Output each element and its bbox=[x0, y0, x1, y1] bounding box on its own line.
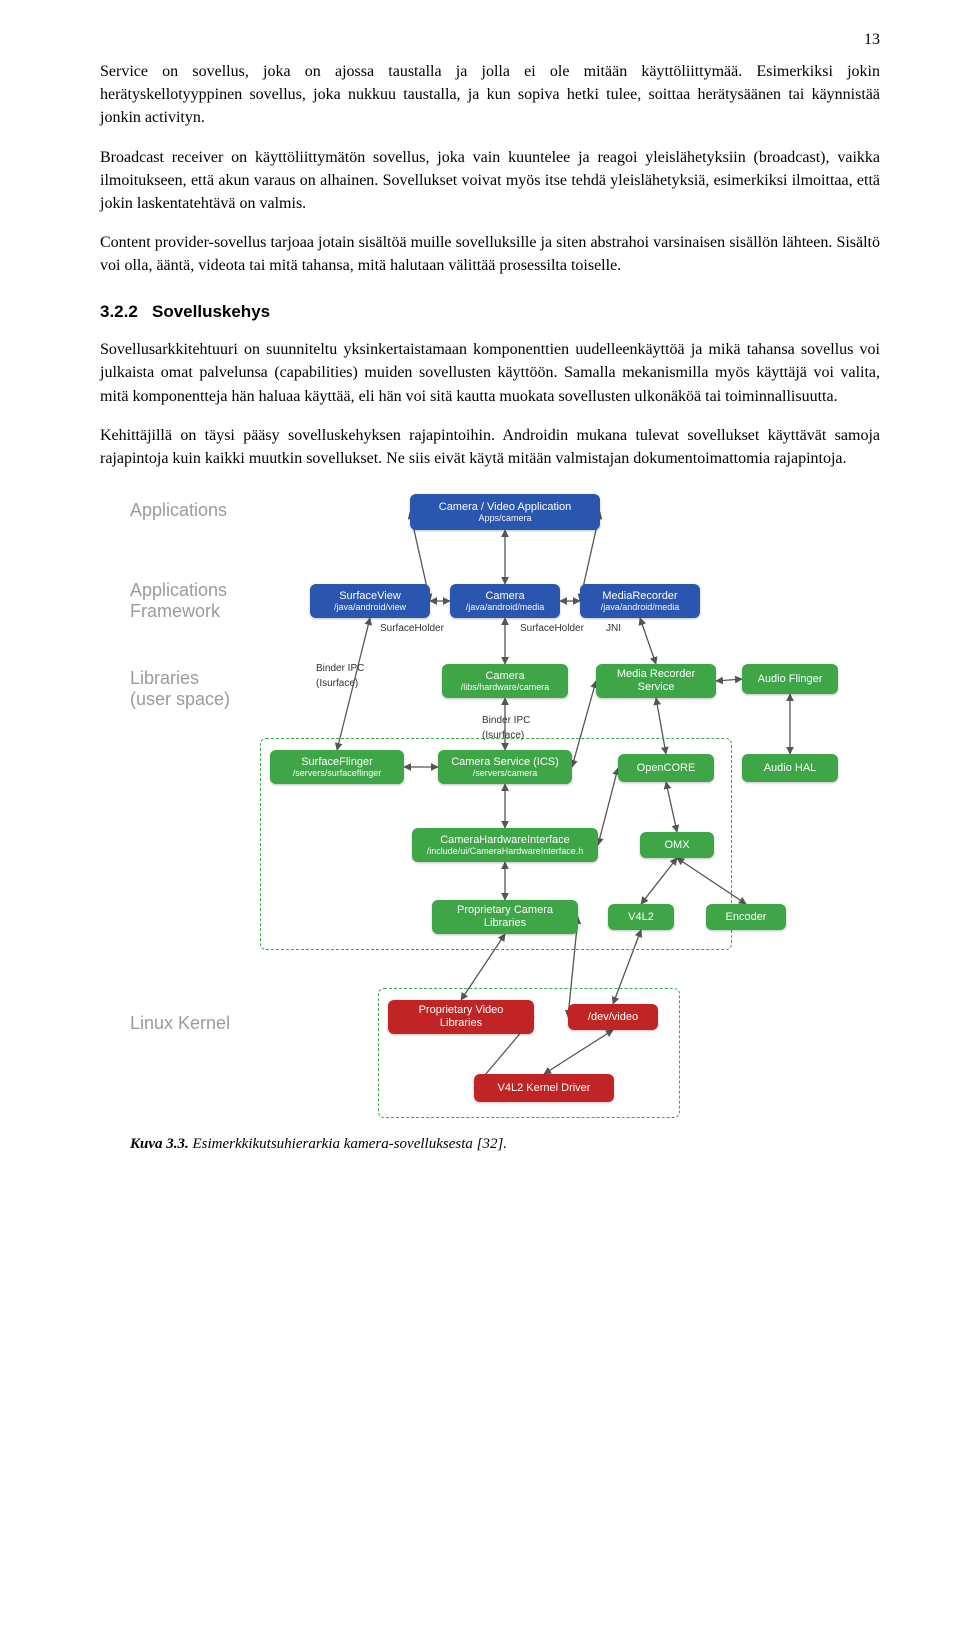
layer-label: Applications bbox=[130, 500, 227, 521]
diagram-node: OMX bbox=[640, 832, 714, 858]
layer-label: Libraries(user space) bbox=[130, 668, 230, 709]
diagram-node: Media RecorderService bbox=[596, 664, 716, 698]
layer-label: Linux Kernel bbox=[130, 1013, 230, 1034]
layer-label: ApplicationsFramework bbox=[130, 580, 227, 621]
paragraph: Broadcast receiver on käyttöliittymätön … bbox=[100, 146, 880, 216]
diagram-node: SurfaceFlinger/servers/surfaceflinger bbox=[270, 750, 404, 784]
diagram-node: Camera / Video ApplicationApps/camera bbox=[410, 494, 600, 530]
figure: Applications ApplicationsFramework Librari… bbox=[100, 488, 880, 1156]
diagram-node: Proprietary CameraLibraries bbox=[432, 900, 578, 934]
diagram-node: OpenCORE bbox=[618, 754, 714, 782]
heading-number: 3.2.2 bbox=[100, 302, 138, 321]
figure-caption-label: Kuva 3.3. bbox=[130, 1136, 189, 1152]
diagram-node: Camera Service (ICS)/servers/camera bbox=[438, 750, 572, 784]
diagram-node: Audio HAL bbox=[742, 754, 838, 782]
diagram-node: V4L2 Kernel Driver bbox=[474, 1074, 614, 1102]
heading-title: Sovelluskehys bbox=[152, 302, 270, 321]
diagram-node: MediaRecorder/java/android/media bbox=[580, 584, 700, 618]
diagram-node: Encoder bbox=[706, 904, 786, 930]
edge-label: SurfaceHolder bbox=[380, 622, 444, 637]
diagram-node: V4L2 bbox=[608, 904, 674, 930]
paragraph: Sovellusarkkitehtuuri on suunniteltu yks… bbox=[100, 338, 880, 408]
paragraph: Content provider-sovellus tarjoaa jotain… bbox=[100, 231, 880, 277]
edge-label: Binder IPC(Isurface) bbox=[316, 662, 364, 691]
paragraph: Service on sovellus, joka on ajossa taus… bbox=[100, 60, 880, 130]
figure-caption: Kuva 3.3. Esimerkkikutsuhierarkia kamera… bbox=[130, 1134, 880, 1156]
diagram-node: Proprietary VideoLibraries bbox=[388, 1000, 534, 1034]
paragraph: Kehittäjillä on täysi pääsy sovelluskehy… bbox=[100, 424, 880, 470]
figure-caption-text: Esimerkkikutsuhierarkia kamera-sovelluks… bbox=[193, 1136, 508, 1152]
diagram-node: /dev/video bbox=[568, 1004, 658, 1030]
page-number: 13 bbox=[864, 28, 880, 51]
edge-label: SurfaceHolder bbox=[520, 622, 584, 637]
section-heading: 3.2.2 Sovelluskehys bbox=[100, 300, 880, 325]
edge-label: Binder IPC(Isurface) bbox=[482, 714, 530, 743]
edge-label: JNI bbox=[606, 622, 621, 637]
diagram-node: Audio Flinger bbox=[742, 664, 838, 694]
diagram-node: Camera/java/android/media bbox=[450, 584, 560, 618]
diagram-node: SurfaceView/java/android/view bbox=[310, 584, 430, 618]
diagram-node: Camera/libs/hardware/camera bbox=[442, 664, 568, 698]
diagram-node: CameraHardwareInterface/include/ui/Camer… bbox=[412, 828, 598, 862]
architecture-diagram: Applications ApplicationsFramework Librari… bbox=[130, 488, 850, 1128]
